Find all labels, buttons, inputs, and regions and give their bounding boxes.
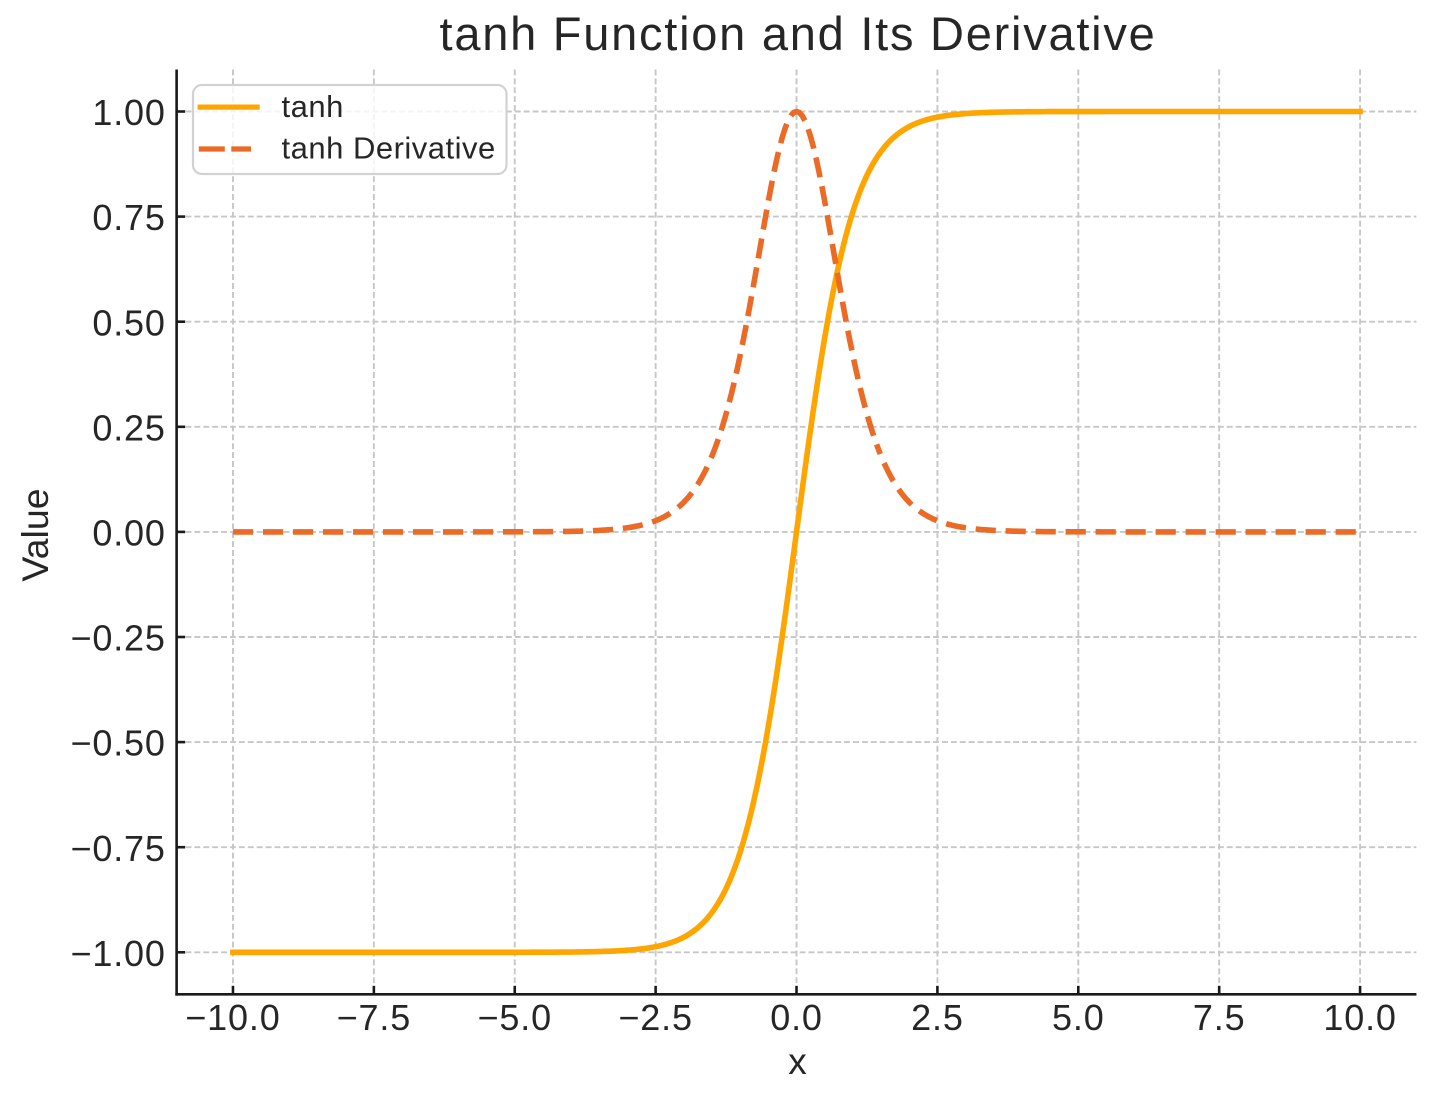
svg-text:−0.25: −0.25 bbox=[70, 618, 165, 659]
svg-text:−0.75: −0.75 bbox=[70, 828, 165, 869]
svg-text:−1.00: −1.00 bbox=[70, 933, 165, 974]
svg-text:x: x bbox=[788, 1041, 807, 1082]
svg-text:5.0: 5.0 bbox=[1052, 997, 1105, 1038]
svg-text:−2.5: −2.5 bbox=[618, 997, 692, 1038]
svg-text:0.00: 0.00 bbox=[92, 513, 165, 554]
svg-text:0.0: 0.0 bbox=[770, 997, 823, 1038]
svg-text:1.00: 1.00 bbox=[92, 92, 165, 133]
svg-text:7.5: 7.5 bbox=[1193, 997, 1246, 1038]
svg-text:−10.0: −10.0 bbox=[185, 997, 280, 1038]
svg-text:−0.50: −0.50 bbox=[70, 723, 165, 764]
svg-text:−5.0: −5.0 bbox=[478, 997, 552, 1038]
svg-text:−7.5: −7.5 bbox=[337, 997, 411, 1038]
svg-text:2.5: 2.5 bbox=[911, 997, 964, 1038]
svg-text:0.50: 0.50 bbox=[92, 302, 165, 343]
svg-text:tanh Derivative: tanh Derivative bbox=[282, 131, 496, 166]
svg-text:10.0: 10.0 bbox=[1323, 997, 1396, 1038]
svg-text:tanh: tanh bbox=[282, 89, 344, 124]
svg-text:Value: Value bbox=[14, 488, 56, 581]
svg-text:0.75: 0.75 bbox=[92, 197, 165, 238]
svg-text:tanh Function and Its Derivati: tanh Function and Its Derivative bbox=[440, 7, 1157, 60]
svg-text:0.25: 0.25 bbox=[92, 407, 165, 448]
